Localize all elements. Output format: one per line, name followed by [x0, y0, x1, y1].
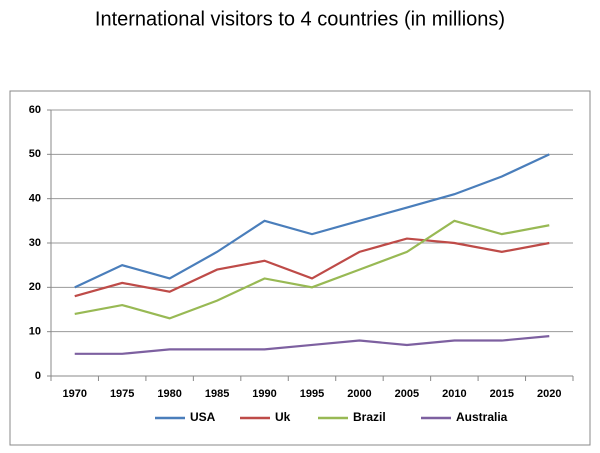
x-tick-label: 1990: [252, 388, 276, 400]
y-tick-label: 40: [29, 193, 41, 205]
x-tick-label: 1985: [205, 388, 229, 400]
x-tick-label: 2005: [395, 388, 419, 400]
x-tick-label: 1975: [110, 388, 134, 400]
x-tick-label: 1980: [157, 388, 181, 400]
legend-label: Australia: [456, 410, 508, 424]
x-tick-label: 2015: [490, 388, 514, 400]
x-tick-label: 1970: [62, 388, 86, 400]
chart-frame: [9, 90, 591, 446]
x-tick-label: 2020: [537, 388, 561, 400]
x-tick-label: 2010: [442, 388, 466, 400]
series-line: [74, 335, 550, 355]
series-line: [74, 237, 550, 298]
legend-label: Uk: [275, 410, 291, 424]
series-line: [74, 219, 550, 320]
y-tick-label: 10: [29, 326, 41, 338]
x-tick-label: 2000: [347, 388, 371, 400]
y-tick-label: 30: [29, 237, 41, 249]
series-line: [74, 153, 550, 289]
chart-title: International visitors to 4 countries (i…: [95, 8, 505, 30]
y-tick-label: 60: [29, 104, 41, 116]
y-tick-label: 50: [29, 148, 41, 160]
legend-label: USA: [190, 410, 216, 424]
y-tick-label: 20: [29, 281, 41, 293]
y-tick-label: 0: [35, 370, 41, 382]
legend-label: Brazil: [353, 410, 386, 424]
x-tick-label: 1995: [300, 388, 324, 400]
